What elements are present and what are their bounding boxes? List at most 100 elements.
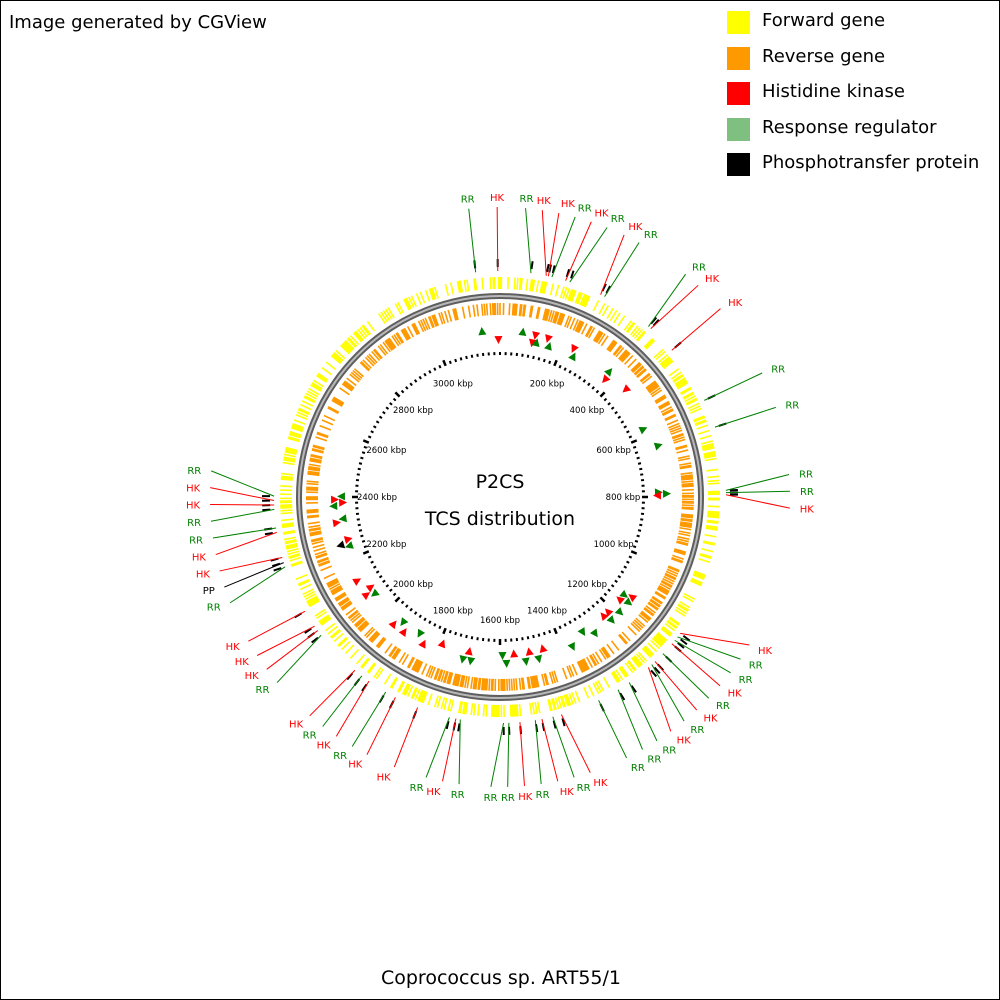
- organism-name: Coprococcus sp. ART55/1: [380, 967, 622, 989]
- forward-gene: [383, 673, 392, 685]
- forward-gene: [367, 663, 377, 674]
- ruler-label: 200 kbp: [530, 379, 565, 389]
- feature-label-hk: HK: [377, 772, 392, 783]
- reverse-gene: [391, 647, 400, 659]
- reverse-gene: [679, 523, 692, 527]
- forward-gene: [581, 294, 589, 307]
- ruler-tick: [526, 354, 530, 358]
- forward-gene: [285, 446, 298, 452]
- forward-gene: [361, 658, 371, 669]
- forward-gene: [389, 676, 398, 689]
- forward-gene: [625, 321, 635, 333]
- reverse-gene: [388, 645, 397, 657]
- reverse-gene: [602, 646, 611, 658]
- forward-gene: [406, 685, 414, 697]
- forward-gene: [662, 359, 673, 369]
- forward-gene: [684, 395, 696, 403]
- forward-gene: [308, 598, 320, 607]
- feature-label-rr: RR: [207, 603, 221, 614]
- forward-gene-track: [279, 276, 721, 718]
- reverse-gene: [311, 538, 324, 543]
- forward-gene: [387, 307, 395, 319]
- forward-gene: [559, 286, 565, 299]
- forward-gene: [543, 281, 548, 294]
- reverse-gene: [485, 303, 489, 316]
- reverse-gene: [490, 678, 493, 691]
- reverse-gene: [329, 582, 341, 591]
- forward-gene: [618, 667, 627, 678]
- feature-marker-hk: [616, 596, 626, 605]
- reverse-gene: [477, 677, 481, 690]
- feature-marker-rr: [478, 326, 487, 336]
- forward-gene: [303, 396, 316, 404]
- tcs-feature-markers: [329, 326, 671, 668]
- reverse-gene: [446, 671, 452, 684]
- forward-gene: [669, 616, 681, 625]
- reverse-gene: [558, 313, 565, 326]
- forward-gene: [675, 378, 687, 387]
- forward-gene: [481, 277, 484, 290]
- forward-gene: [584, 295, 591, 308]
- forward-gene: [702, 445, 715, 450]
- reverse-gene: [526, 676, 530, 689]
- forward-gene: [644, 338, 655, 349]
- reverse-gene: [358, 621, 368, 631]
- ruler-tick: [639, 523, 643, 527]
- feature-marker-hk: [532, 331, 541, 340]
- forward-gene: [701, 547, 714, 553]
- feature-marker-hk: [365, 584, 375, 593]
- ruler-tick: [578, 375, 582, 380]
- forward-gene: [286, 547, 299, 553]
- reverse-gene: [523, 304, 527, 317]
- forward-gene: [433, 286, 439, 299]
- reverse-gene-track: [305, 303, 695, 692]
- forward-gene: [377, 313, 386, 324]
- feature-label-rr: RR: [578, 203, 592, 214]
- reverse-gene: [618, 349, 628, 360]
- forward-gene: [631, 656, 641, 668]
- reverse-gene: [668, 424, 681, 431]
- reverse-gene: [676, 541, 689, 547]
- callout-line: [224, 562, 284, 588]
- reverse-gene: [681, 476, 694, 480]
- forward-gene: [428, 288, 435, 301]
- reverse-gene: [375, 636, 385, 647]
- reverse-gene: [358, 621, 369, 632]
- reverse-gene: [321, 419, 334, 426]
- reverse-gene: [448, 672, 454, 685]
- forward-gene: [474, 278, 478, 291]
- forward-gene: [661, 358, 672, 368]
- reverse-gene: [388, 337, 397, 349]
- forward-gene: [656, 632, 667, 643]
- forward-gene: [609, 310, 618, 322]
- forward-gene: [457, 701, 462, 714]
- feature-label-pp: PP: [203, 586, 215, 597]
- reverse-gene: [400, 329, 409, 341]
- feature-marker-rr: [606, 615, 615, 624]
- ruler-tick: [382, 410, 386, 415]
- forward-gene: [281, 522, 294, 526]
- reverse-gene: [472, 304, 476, 317]
- reverse-gene: [355, 618, 366, 628]
- reverse-gene: [638, 614, 649, 624]
- reverse-gene: [518, 677, 522, 690]
- forward-gene: [331, 354, 342, 364]
- reverse-gene: [350, 612, 361, 622]
- reverse-gene: [393, 648, 402, 660]
- reverse-gene: [453, 673, 458, 686]
- ruler-tick: [361, 451, 366, 455]
- ruler-label: 1400 kbp: [527, 607, 567, 617]
- reverse-gene: [365, 628, 376, 639]
- reverse-gene: [434, 668, 441, 681]
- forward-gene: [349, 648, 360, 659]
- forward-gene: [601, 305, 610, 317]
- feature-label-rr: RR: [800, 487, 814, 498]
- reverse-gene: [512, 678, 516, 691]
- reverse-gene: [310, 537, 323, 542]
- reverse-gene: [485, 678, 489, 691]
- callout-line: [650, 284, 699, 330]
- forward-gene: [340, 640, 351, 651]
- forward-gene: [699, 554, 712, 560]
- reverse-gene: [641, 375, 653, 385]
- reverse-gene: [421, 663, 428, 675]
